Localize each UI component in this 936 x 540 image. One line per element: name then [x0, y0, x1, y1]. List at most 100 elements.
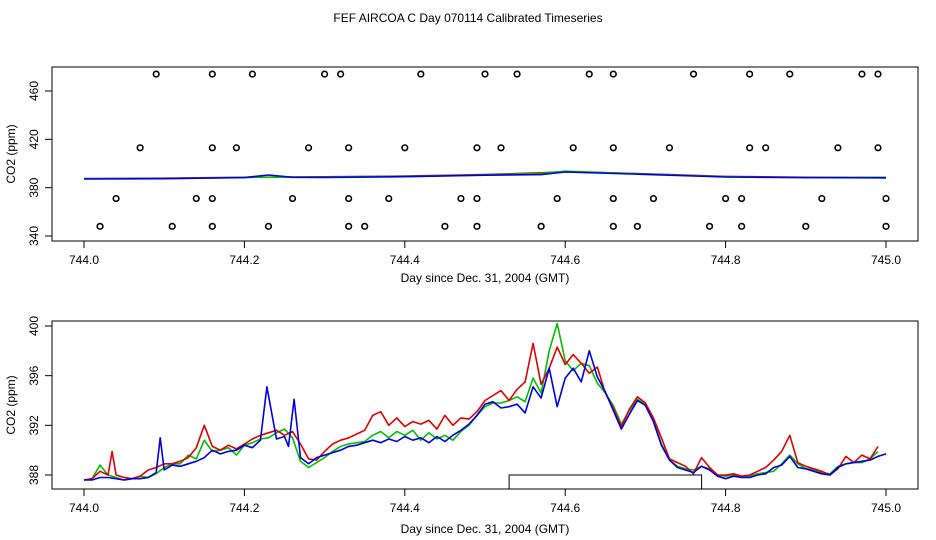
data-circle [786, 70, 794, 78]
top-y-ticks: 340 380 420 460 [27, 81, 52, 246]
data-circle [337, 70, 345, 78]
data-circle [361, 222, 369, 230]
bottom-annotation-box [508, 474, 703, 490]
data-circle [882, 222, 890, 230]
data-circle [633, 222, 641, 230]
data-circle [473, 194, 481, 203]
bottom-y-tick-label: 396 [27, 365, 41, 385]
top-y-axis-label: CO2 (ppm) [4, 124, 18, 183]
top-series [83, 170, 887, 180]
data-circle [497, 144, 505, 152]
data-circle [746, 70, 754, 78]
data-circle [874, 70, 882, 78]
data-circle [208, 222, 216, 230]
data-circle [264, 222, 273, 230]
bottom-x-tick-label: 745.0 [871, 501, 901, 515]
data-circle [401, 144, 409, 152]
data-circle [738, 222, 746, 230]
top-y-tick-label: 420 [27, 129, 41, 149]
data-circle [208, 144, 216, 152]
data-circle [874, 144, 882, 152]
top-x-tick-label: 744.2 [229, 253, 259, 267]
series-line-red [83, 342, 879, 481]
data-circle [537, 222, 545, 230]
data-circle [208, 194, 216, 203]
data-circle [665, 144, 674, 152]
bottom-y-axis-label: CO2 (ppm) [4, 375, 18, 434]
data-circle [746, 144, 754, 152]
data-circle [248, 70, 257, 78]
data-circle [96, 222, 104, 230]
data-circle [513, 70, 521, 78]
data-circle [689, 70, 698, 78]
data-circle [762, 144, 770, 152]
top-plot-frame [51, 66, 919, 242]
bottom-y-tick-label: 388 [27, 465, 41, 485]
data-circle [345, 194, 353, 203]
series-line-blue [83, 171, 887, 180]
data-circle [882, 194, 890, 203]
data-circle [481, 70, 489, 78]
data-circle [345, 144, 353, 152]
top-y-tick-label: 380 [27, 177, 41, 197]
data-circle [304, 144, 313, 152]
data-circle [721, 194, 730, 203]
data-circle [457, 194, 465, 203]
bottom-x-ticks: 744.0 744.2 744.4 744.6 744.8 745.0 [69, 489, 901, 515]
data-circle [802, 222, 810, 230]
top-x-tick-label: 744.6 [550, 253, 580, 267]
data-circle [569, 144, 577, 152]
top-x-tick-label: 745.0 [871, 253, 901, 267]
data-circle [705, 222, 714, 230]
bottom-x-tick-label: 744.4 [390, 501, 420, 515]
data-circle [232, 144, 240, 152]
bottom-panel: 744.0 744.2 744.4 744.6 744.8 745.0 388 392 396… [4, 316, 919, 536]
data-circle [345, 222, 353, 230]
data-circle [152, 70, 160, 78]
data-circle [321, 70, 329, 78]
top-x-tick-label: 744.8 [711, 253, 741, 267]
figure-title: FEF AIRCOA C Day 070114 Calibrated Times… [333, 11, 602, 25]
data-circle [136, 144, 144, 152]
bottom-plot-frame [51, 320, 919, 490]
data-circle [609, 144, 617, 152]
bottom-y-tick-label: 400 [27, 316, 41, 336]
data-circle [585, 70, 593, 78]
bottom-y-tick-label: 392 [27, 415, 41, 435]
data-circle [553, 194, 561, 203]
data-circle [473, 222, 481, 230]
top-circles [96, 70, 890, 230]
series-line-blue [84, 350, 887, 481]
data-circle [609, 70, 617, 78]
bottom-x-tick-label: 744.2 [229, 501, 259, 515]
data-circle [288, 194, 297, 203]
data-circle [649, 194, 658, 203]
top-panel: 744.0 744.2 744.4 744.6 744.8 745.0 340 380 420… [4, 66, 919, 285]
data-circle [208, 70, 216, 78]
top-y-tick-label: 460 [27, 81, 41, 101]
bottom-x-tick-label: 744.8 [711, 501, 741, 515]
data-circle [473, 144, 481, 152]
top-x-ticks: 744.0 744.2 744.4 744.6 744.8 745.0 [69, 241, 901, 267]
data-circle [609, 222, 617, 230]
data-circle [738, 194, 746, 203]
data-circle [441, 222, 449, 230]
data-circle [818, 194, 826, 203]
top-x-tick-label: 744.0 [69, 253, 99, 267]
bottom-x-tick-label: 744.6 [550, 501, 580, 515]
bottom-x-axis-label: Day since Dec. 31, 2004 (GMT) [401, 522, 570, 536]
top-x-tick-label: 744.4 [390, 253, 420, 267]
data-circle [192, 194, 200, 203]
data-circle [858, 70, 866, 78]
bottom-y-ticks: 388 392 396 400 [27, 316, 52, 485]
data-circle [385, 194, 393, 203]
data-circle [417, 70, 425, 78]
data-circle [168, 222, 176, 230]
data-circle [834, 144, 842, 152]
top-y-tick-label: 340 [27, 226, 41, 246]
data-circle [609, 194, 617, 203]
data-circle [112, 194, 120, 203]
bottom-x-tick-label: 744.0 [69, 501, 99, 515]
top-x-axis-label: Day since Dec. 31, 2004 (GMT) [401, 271, 570, 285]
